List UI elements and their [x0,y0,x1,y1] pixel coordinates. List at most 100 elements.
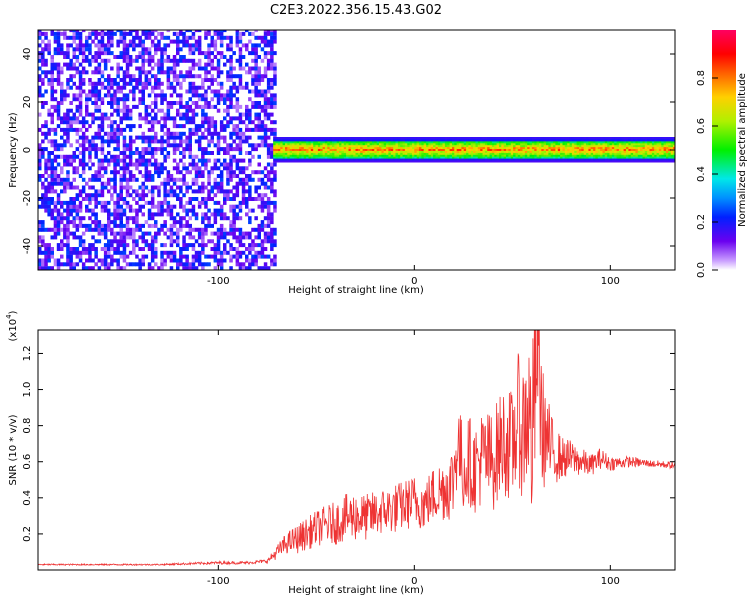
heatmap-cell [308,142,312,146]
heatmap-cell [292,160,295,163]
heatmap-cell [229,243,233,248]
heatmap-cell [473,154,476,157]
heatmap-cell [103,266,108,270]
heatmap-cell [421,140,425,144]
heatmap-cell [60,220,64,225]
heatmap-cell [235,250,240,255]
heatmap-cell [72,51,76,56]
heatmap-cell [201,81,205,86]
heatmap-cell [294,154,298,157]
heatmap-cell [666,158,669,161]
heatmap-cell [367,152,371,155]
heatmap-cell [135,227,139,232]
heatmap-cell [69,220,73,225]
heatmap-cell [122,147,127,152]
heatmap-cell [508,140,512,144]
heatmap-cell [150,200,155,205]
heatmap-cell [459,154,462,157]
heatmap-cell [501,156,505,159]
heatmap-cell [41,93,45,98]
heatmap-cell [546,148,549,151]
heatmap-cell [119,243,123,248]
heatmap-cell [172,58,177,63]
heatmap-cell [78,51,83,56]
heatmap-cell [557,160,561,163]
heatmap-cell [630,150,634,153]
heatmap-cell [216,231,221,236]
heatmap-cell [353,144,356,148]
heatmap-cell [119,127,123,132]
heatmap-cell [616,137,620,140]
heatmap-cell [257,227,261,232]
heatmap-cell [116,62,120,67]
heatmap-cell [201,239,205,244]
heatmap-cell [66,120,70,125]
heatmap-cell [593,150,596,153]
heatmap-cell [182,181,186,186]
heatmap-cell [107,266,111,270]
heatmap-cell [185,35,189,40]
heatmap-cell [94,204,98,209]
heatmap-cell [346,144,349,148]
heatmap-cell [555,146,559,149]
heatmap-cell [489,160,493,163]
heatmap-cell [154,247,158,251]
heatmap-cell [456,142,460,146]
heatmap-cell [550,140,554,144]
heatmap-cell [649,148,653,151]
heatmap-cell [56,181,61,186]
heatmap-cell [310,139,314,142]
heatmap-cell [339,140,342,144]
heatmap-cell [197,58,202,63]
heatmap-cell [41,39,45,44]
heatmap-cell [534,144,538,148]
heatmap-cell [128,250,133,255]
heatmap-cell [229,131,233,136]
heatmap-cell [397,139,401,142]
heatmap-cell [113,158,117,163]
heatmap-cell [197,127,202,132]
heatmap-cell [341,146,345,149]
heatmap-cell [238,81,243,86]
heatmap-cell [590,139,594,142]
heatmap-cell [531,150,535,153]
heatmap-cell [91,112,95,117]
heatmap-cell [53,262,58,267]
heatmap-cell [557,156,561,159]
heatmap-cell [273,154,276,157]
heatmap-cell [213,39,218,44]
heatmap-cell [138,185,142,190]
heatmap-cell [154,131,158,136]
heatmap-cell [266,31,271,36]
heatmap-cell [38,258,42,263]
heatmap-cell [287,152,291,155]
heatmap-cell [179,74,183,79]
heatmap-cell [517,150,521,153]
heatmap-cell [569,158,573,161]
heatmap-cell [633,154,636,157]
heatmap-cell [355,140,359,144]
heatmap-cell [44,147,48,152]
heatmap-cell [72,235,76,240]
heatmap-cell [668,137,672,140]
heatmap-cell [404,137,408,140]
heatmap-cell [428,137,432,140]
heatmap-cell [270,30,274,33]
heatmap-cell [194,174,199,178]
heatmap-cell [103,223,108,228]
heatmap-cell [428,148,432,151]
heatmap-cell [141,158,145,163]
heatmap-cell [107,212,111,217]
heatmap-cell [150,254,155,259]
heatmap-cell [569,139,573,142]
heatmap-cell [367,140,371,144]
heatmap-cell [536,142,540,146]
heatmap-cell [426,152,429,155]
heatmap-cell [179,200,183,205]
heatmap-cell [529,144,533,148]
heatmap-cell [640,154,643,157]
heatmap-cell [100,262,105,267]
heatmap-cell [81,162,86,167]
heatmap-cell [88,147,92,152]
heatmap-cell [141,181,145,186]
